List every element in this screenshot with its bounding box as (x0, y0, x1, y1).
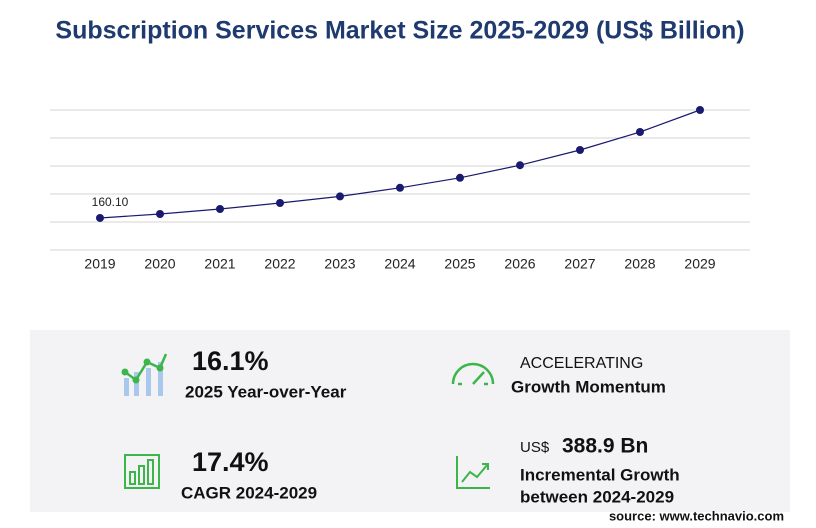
x-tick-label: 2029 (684, 256, 715, 272)
point (336, 192, 344, 201)
momentum-icon (451, 362, 495, 386)
x-tick-label: 2023 (324, 256, 355, 272)
plot: 2019 2020 2021 2022 2023 2024 2025 2026 2027 2028… (50, 106, 750, 272)
point (516, 161, 524, 170)
x-tick-label: 2021 (204, 256, 235, 272)
incremental-caption: between 2024-2029 (520, 487, 674, 506)
point (456, 173, 464, 182)
cagr-caption: CAGR 2024-2029 (181, 483, 317, 502)
chart-title: Subscription Services Market Size 2025-2… (55, 17, 744, 45)
x-tick-label: 2019 (84, 256, 115, 272)
point (96, 213, 104, 222)
point (396, 183, 404, 192)
x-tick-label: 2022 (264, 256, 295, 272)
cagr-icon (124, 454, 160, 489)
momentum-caption: Growth Momentum (511, 377, 666, 396)
point (696, 106, 704, 114)
point (216, 205, 224, 213)
yoy-value: 16.1% (192, 346, 269, 376)
yoy-icon (121, 353, 168, 396)
incremental-prefix: US$ (520, 439, 550, 456)
highlights-panel (30, 330, 790, 512)
line (99, 109, 701, 219)
point (276, 199, 284, 207)
incremental-caption: Incremental Growth (520, 465, 680, 484)
point (156, 210, 164, 218)
incremental-icon (456, 456, 490, 489)
x-tick-label: 2026 (504, 256, 535, 272)
incremental-value: 388.9 Bn (562, 435, 648, 458)
x-tick-label: 2020 (144, 256, 175, 272)
value-label: 160.10 (92, 195, 129, 209)
point (636, 128, 644, 136)
point (576, 146, 584, 154)
x-tick-label: 2028 (624, 256, 655, 272)
momentum-value: ACCELERATING (520, 355, 643, 372)
x-tick-label: 2025 (444, 256, 475, 272)
yoy-caption: 2025 Year-over-Year (185, 382, 347, 401)
x-tick-label: 2024 (384, 256, 415, 272)
x-tick-label: 2027 (564, 256, 595, 272)
cagr-value: 17.4% (192, 447, 269, 477)
source: source: www.technavio.com (609, 508, 784, 523)
